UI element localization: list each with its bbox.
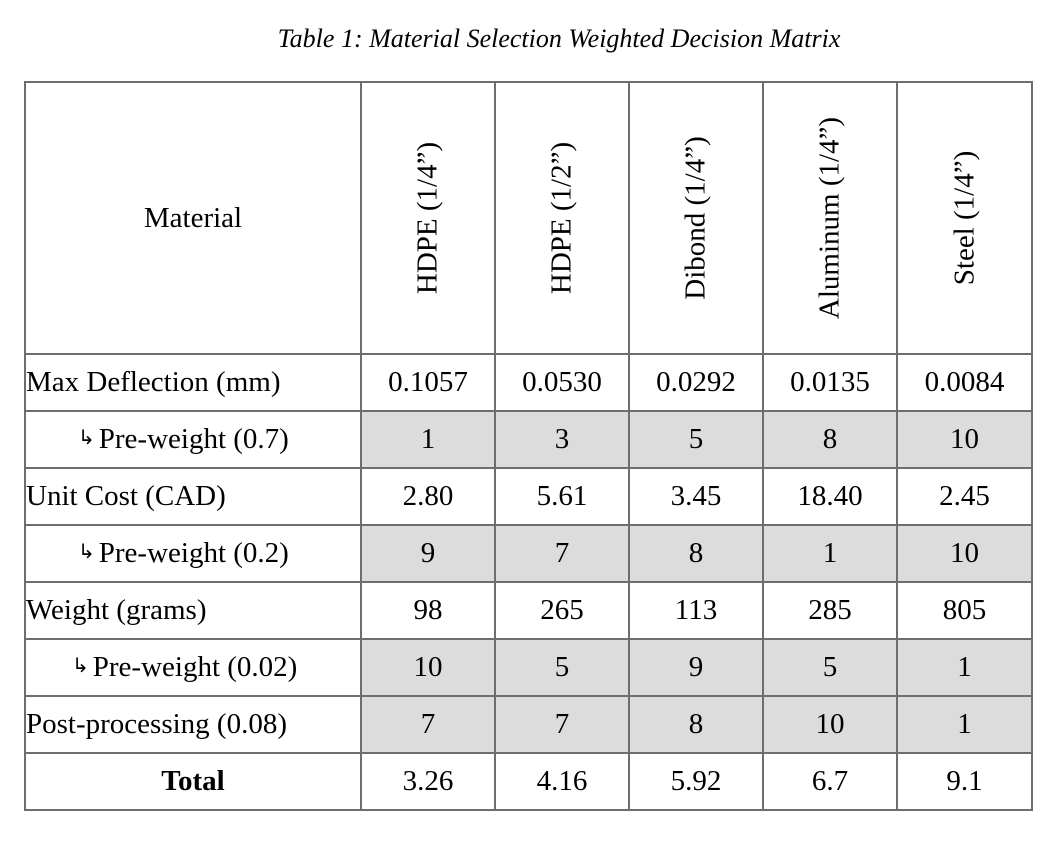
table-cell: 0.0084: [896, 353, 1033, 412]
winning-total-cell: 9.1: [896, 752, 1033, 811]
total-row: Total 3.26 4.16 5.92 6.7 9.1: [24, 752, 1033, 811]
row-label: Max Deflection (mm): [24, 353, 362, 412]
table-cell: 285: [762, 581, 898, 640]
table-cell: 1: [762, 524, 898, 583]
row-label-cell: ↳ Pre-weight (0.2): [24, 524, 362, 583]
row-label: Pre-weight (0.7): [98, 423, 289, 455]
header-row: Material HDPE (1/4”) HDPE (1/2”) Dibond …: [24, 81, 1033, 355]
material-name: HDPE (1/2”): [545, 141, 578, 295]
deflection-preweight-row: ↳ Pre-weight (0.7) 1 3 5 8 10: [24, 410, 1033, 469]
sub-arrow-icon: ↳: [78, 539, 95, 563]
table-cell: 18.40: [762, 467, 898, 526]
table-cell: 7: [360, 695, 496, 754]
table-cell: 5.61: [494, 467, 630, 526]
material-column-header: Aluminum (1/4”): [762, 81, 898, 355]
row-label: Weight (grams): [24, 581, 362, 640]
table-cell: 9: [360, 524, 496, 583]
table-cell: 5: [494, 638, 630, 697]
table-cell: 0.1057: [360, 353, 496, 412]
table-cell: 8: [628, 695, 764, 754]
row-label: Pre-weight (0.2): [98, 537, 289, 569]
sub-arrow-icon: ↳: [78, 425, 95, 449]
table-cell: 3.45: [628, 467, 764, 526]
table-cell: 10: [896, 524, 1033, 583]
post-processing-row: Post-processing (0.08) 7 7 8 10 1: [24, 695, 1033, 754]
table-cell: 805: [896, 581, 1033, 640]
row-label-cell: ↳ Pre-weight (0.7): [24, 410, 362, 469]
table-cell: 2.80: [360, 467, 496, 526]
sub-arrow-icon: ↳: [72, 653, 89, 677]
material-header-cell: Material: [24, 81, 362, 355]
table-cell: 5: [628, 410, 764, 469]
total-cell: 4.16: [494, 752, 630, 811]
table-cell: 1: [896, 695, 1033, 754]
decision-matrix-table: Material HDPE (1/4”) HDPE (1/2”) Dibond …: [24, 81, 1033, 811]
table-cell: 1: [360, 410, 496, 469]
table-cell: 3: [494, 410, 630, 469]
material-column-header: Steel (1/4”): [896, 81, 1033, 355]
table-cell: 98: [360, 581, 496, 640]
table-cell: 2.45: [896, 467, 1033, 526]
material-column-header: Dibond (1/4”): [628, 81, 764, 355]
material-name: Steel (1/4”): [948, 150, 980, 286]
material-name: HDPE (1/4”): [411, 141, 444, 295]
weight-row: Weight (grams) 98 265 113 285 805: [24, 581, 1033, 640]
table-cell: 1: [896, 638, 1033, 697]
table-cell: 7: [494, 695, 630, 754]
table-caption: Table 1: Material Selection Weighted Dec…: [277, 24, 841, 53]
total-cell: 3.26: [360, 752, 496, 811]
table-cell: 7: [494, 524, 630, 583]
row-label: Pre-weight (0.02): [92, 651, 298, 683]
total-cell: 6.7: [762, 752, 898, 811]
table-cell: 8: [762, 410, 898, 469]
table-cell: 0.0530: [494, 353, 630, 412]
table-cell: 0.0292: [628, 353, 764, 412]
table-cell: 9: [628, 638, 764, 697]
table-cell: 5: [762, 638, 898, 697]
table-cell: 10: [360, 638, 496, 697]
unit-cost-row: Unit Cost (CAD) 2.80 5.61 3.45 18.40 2.4…: [24, 467, 1033, 526]
material-name: Aluminum (1/4”): [813, 116, 846, 320]
total-cell: 5.92: [628, 752, 764, 811]
table-cell: 10: [762, 695, 898, 754]
weight-preweight-row: ↳ Pre-weight (0.02) 10 5 9 5 1: [24, 638, 1033, 697]
material-column-header: HDPE (1/2”): [494, 81, 630, 355]
material-name: Dibond (1/4”): [679, 136, 712, 300]
cost-preweight-row: ↳ Pre-weight (0.2) 9 7 8 1 10: [24, 524, 1033, 583]
total-label: Total: [24, 752, 362, 811]
max-deflection-row: Max Deflection (mm) 0.1057 0.0530 0.0292…: [24, 353, 1033, 412]
material-column-header: HDPE (1/4”): [360, 81, 496, 355]
row-label: Post-processing (0.08): [24, 695, 362, 754]
table-cell: 10: [896, 410, 1033, 469]
material-header-label: Material: [143, 201, 243, 234]
table-cell: 0.0135: [762, 353, 898, 412]
table-cell: 113: [628, 581, 764, 640]
row-label-cell: ↳ Pre-weight (0.02): [24, 638, 362, 697]
row-label: Unit Cost (CAD): [24, 467, 362, 526]
table-cell: 8: [628, 524, 764, 583]
table-cell: 265: [494, 581, 630, 640]
